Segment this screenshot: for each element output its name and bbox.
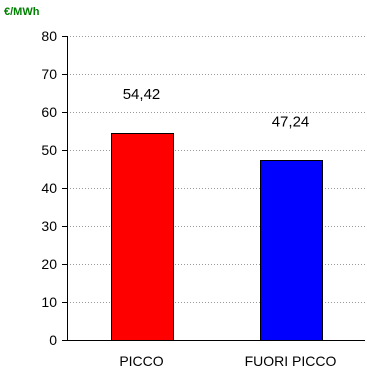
category-label: PICCO (119, 353, 163, 369)
y-tick-label: 40 (41, 180, 57, 196)
y-tick-label: 80 (41, 28, 57, 44)
y-tick-label: 70 (41, 66, 57, 82)
y-unit-label: €/MWh (4, 6, 40, 18)
data-label: 47,24 (272, 113, 310, 130)
y-tick-label: 60 (41, 104, 57, 120)
y-tick-label: 50 (41, 142, 57, 158)
y-tick-label: 30 (41, 218, 57, 234)
data-label: 54,42 (123, 86, 161, 103)
category-label: FUORI PICCO (245, 353, 337, 369)
y-tick-label: 10 (41, 294, 57, 310)
category-labels: PICCO FUORI PICCO (119, 353, 336, 369)
data-labels: 54,42 47,24 (123, 86, 310, 130)
bars (111, 133, 323, 341)
y-tick-label: 20 (41, 256, 57, 272)
y-axis-ticks: 0 10 20 30 40 50 60 70 80 (41, 28, 67, 348)
bar-picco (111, 133, 174, 341)
bar-fuori-picco (260, 160, 323, 341)
y-tick-label: 0 (49, 332, 57, 348)
